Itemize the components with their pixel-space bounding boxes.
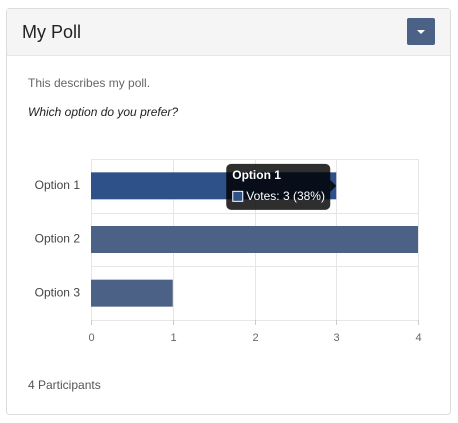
poll-title: My Poll — [22, 22, 81, 42]
tooltip: Option 1 Votes: 3 (38%) — [226, 163, 337, 210]
tooltip-swatch — [232, 190, 244, 202]
poll-description: This describes my poll. — [28, 76, 150, 90]
tooltip-title: Option 1 — [232, 168, 281, 182]
panel-header — [7, 9, 450, 55]
x-tick-label: 4 — [415, 332, 421, 344]
x-tick-label: 0 — [88, 332, 94, 344]
panel — [6, 8, 451, 415]
y-tick-label: Option 2 — [35, 232, 81, 246]
tooltip-label: Votes: 3 (38%) — [246, 189, 325, 203]
chart: 0 1 2 3 4 Option 1 Option 2 Option 3 Option 1 Vot… — [35, 159, 422, 344]
x-tick-label: 3 — [333, 332, 339, 344]
tooltip-arrow — [330, 179, 337, 192]
bar — [91, 226, 418, 253]
bar — [91, 279, 173, 307]
poll-question: Which option do you prefer? — [28, 105, 178, 119]
x-tick-label: 1 — [170, 332, 176, 344]
y-tick-label: Option 1 — [35, 178, 81, 192]
participants: 4 Participants — [28, 378, 101, 392]
x-tick-label: 2 — [252, 332, 258, 344]
tooltip-box — [226, 163, 331, 210]
caret-icon — [417, 30, 425, 34]
y-tick-label: Option 3 — [35, 285, 81, 299]
